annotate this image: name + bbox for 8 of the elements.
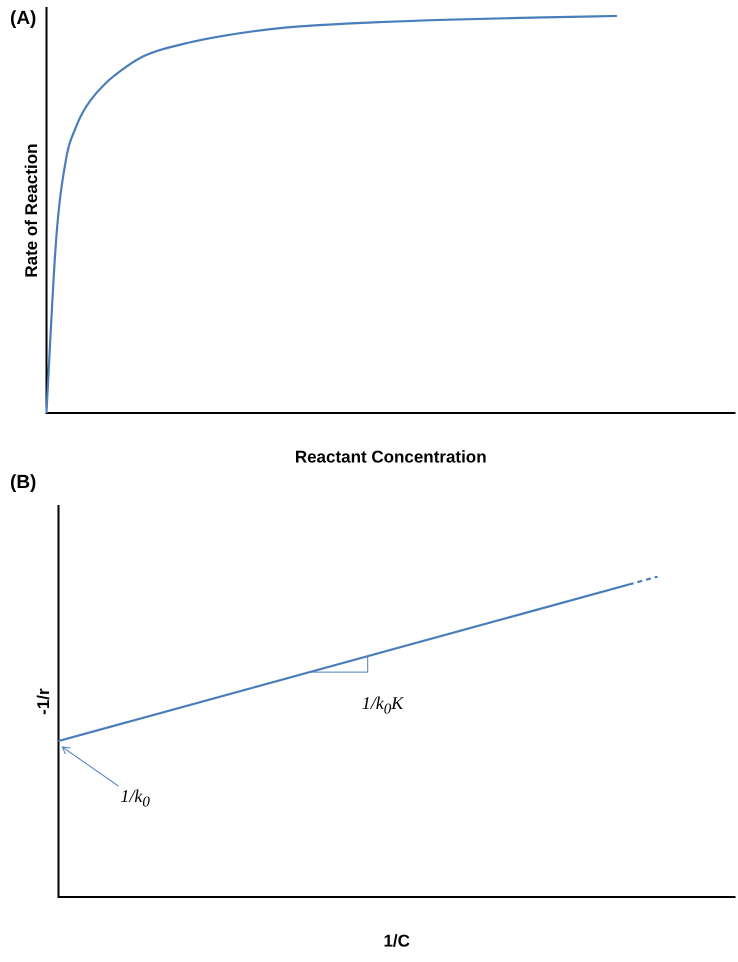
chart-title: (A) xyxy=(10,8,36,30)
chart-title: (B) xyxy=(10,472,36,494)
y-axis-title: -1/r xyxy=(34,688,53,715)
annotation: 1/k$_{0}$ xyxy=(120,786,150,812)
x-axis-title: Reactant Concentration xyxy=(294,447,487,466)
annotation: 1/k$_{0}$K xyxy=(362,693,404,718)
x-axis-title: 1/C xyxy=(383,931,410,950)
y-axis-title: Rate of Reaction xyxy=(22,144,41,278)
